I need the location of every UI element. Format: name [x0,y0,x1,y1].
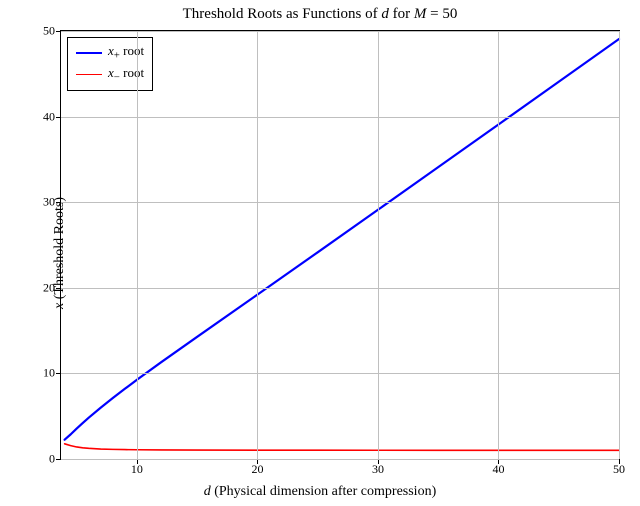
gridline-horizontal [61,117,619,118]
x-axis-label: d (Physical dimension after compression) [0,484,640,500]
legend-swatch [76,52,102,54]
chart-title: Threshold Roots as Functions of d for M … [0,6,640,23]
x-tick-label: 50 [613,462,625,477]
gridline-vertical [257,31,258,459]
y-tick-label: 40 [43,109,55,124]
curves-svg [61,31,619,459]
y-tick-mark [56,202,61,203]
x-tick-label: 40 [492,462,504,477]
y-tick-mark [56,117,61,118]
gridline-vertical [137,31,138,459]
legend-entry: x+ root [76,42,144,64]
y-tick-mark [56,31,61,32]
plot-area: x+ rootx− root 102030405001020304050 [60,30,620,460]
gridline-horizontal [61,31,619,32]
legend-label: x+ root [108,42,144,64]
y-tick-label: 20 [43,280,55,295]
gridline-vertical [498,31,499,459]
y-tick-mark [56,459,61,460]
legend: x+ rootx− root [67,37,153,91]
gridline-horizontal [61,288,619,289]
y-tick-mark [56,373,61,374]
series-x_minus [65,444,619,451]
x-tick-label: 10 [131,462,143,477]
gridline-horizontal [61,373,619,374]
legend-swatch [76,74,102,75]
x-tick-label: 20 [251,462,263,477]
y-tick-mark [56,288,61,289]
y-tick-label: 0 [49,452,55,467]
gridline-horizontal [61,202,619,203]
y-tick-label: 30 [43,195,55,210]
y-tick-label: 10 [43,366,55,381]
gridline-horizontal [61,459,619,460]
gridline-vertical [378,31,379,459]
x-tick-label: 30 [372,462,384,477]
y-tick-label: 50 [43,24,55,39]
chart-container: Threshold Roots as Functions of d for M … [0,0,640,506]
legend-entry: x− root [76,64,144,86]
series-x_plus [65,39,619,440]
legend-label: x− root [108,64,144,86]
gridline-vertical [619,31,620,459]
